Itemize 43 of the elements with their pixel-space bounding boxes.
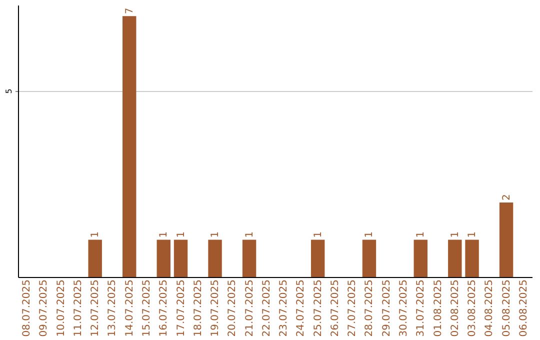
x-tick-label: 21.07.2025 [244, 280, 256, 337]
x-tick-label: 01.08.2025 [432, 280, 444, 337]
x-tick-label: 20.07.2025 [227, 280, 238, 337]
x-tick-label: 09.07.2025 [38, 280, 50, 337]
x-tick-label: 14.07.2025 [124, 280, 136, 337]
x-tick-label: 30.07.2025 [398, 280, 410, 337]
x-tick-label: 27.07.2025 [347, 280, 358, 337]
data-label: 1 [176, 231, 187, 238]
x-tick-label: 18.07.2025 [192, 280, 204, 337]
x-tick-label: 16.07.2025 [158, 280, 170, 337]
data-label: 1 [450, 231, 461, 238]
x-tick-label: 31.07.2025 [416, 280, 427, 337]
x-tick-label: 26.07.2025 [330, 280, 341, 337]
x-tick-label: 22.07.2025 [261, 280, 272, 337]
x-tick-label: 10.07.2025 [56, 280, 67, 337]
x-tick-label: 15.07.2025 [142, 280, 152, 337]
data-label: 1 [90, 231, 102, 238]
data-label: 7 [124, 8, 136, 14]
x-tick-label: 12.07.2025 [90, 280, 102, 337]
x-tick-label: 11.07.2025 [72, 280, 84, 337]
x-tick-label: 29.07.2025 [381, 280, 392, 337]
data-label: 1 [416, 231, 427, 238]
x-tick-label: 24.07.2025 [296, 280, 307, 337]
x-tick-label: 28.07.2025 [364, 280, 376, 337]
y-tick-label: 5 [4, 88, 14, 94]
data-label: 1 [312, 231, 324, 238]
x-tick-label: 03.08.2025 [467, 280, 478, 337]
x-tick-label: 02.08.2025 [450, 280, 461, 337]
x-tick-label: 04.08.2025 [484, 280, 496, 337]
data-label: 1 [364, 231, 376, 238]
x-tick-label: 23.07.2025 [278, 280, 290, 337]
x-tick-label: 06.08.2025 [518, 280, 530, 337]
data-label: 1 [210, 231, 222, 238]
x-tick-label: 13.07.2025 [107, 280, 118, 337]
data-label: 1 [158, 231, 170, 238]
x-tick-label: 19.07.2025 [210, 280, 222, 337]
data-label: 1 [467, 231, 478, 238]
data-label: 1 [244, 231, 256, 238]
x-tick-label: 25.07.2025 [312, 280, 324, 337]
x-tick-label: 17.07.2025 [176, 280, 187, 337]
data-label: 2 [501, 194, 512, 200]
x-tick-label: 05.08.2025 [501, 280, 512, 337]
x-tick-label: 08.07.2025 [22, 280, 33, 337]
